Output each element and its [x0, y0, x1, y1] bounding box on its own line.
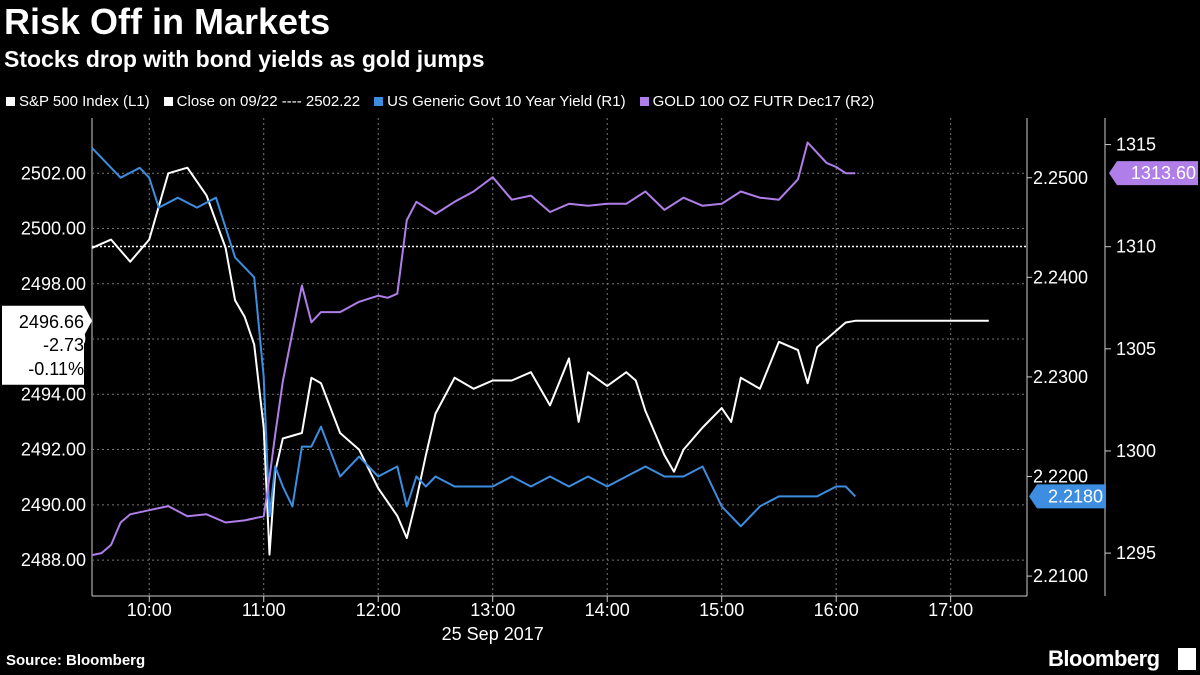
x-tick-label: 12:00 [356, 600, 401, 620]
right1-tick-label: 2.2400 [1033, 267, 1088, 287]
x-tick-label: 17:00 [928, 600, 973, 620]
left-tick-label: 2494.00 [21, 384, 86, 404]
right1-tick-label: 2.2500 [1033, 168, 1088, 188]
left-tick-label: 2500.00 [21, 219, 86, 239]
legend: S&P 500 Index (L1) Close on 09/22 ---- 2… [6, 90, 888, 112]
legend-item-gold: GOLD 100 OZ FUTR Dec17 (R2) [639, 92, 875, 110]
x-axis-label: 25 Sep 2017 [442, 624, 544, 644]
yield-callout-box [1029, 484, 1106, 509]
right1-tick-label: 2.2300 [1033, 367, 1088, 387]
spx-callout-box [2, 305, 92, 385]
spx-callout-pct: -0.11% [28, 359, 84, 379]
left-tick-label: 2498.00 [21, 274, 86, 294]
gold-callout-value: 1313.60 [1131, 163, 1196, 183]
right2-tick-label: 1305 [1116, 339, 1156, 359]
yield-callout-value: 2.2180 [1048, 486, 1103, 506]
gold-line [91, 141, 856, 557]
chart-subtitle: Stocks drop with bond yields as gold jum… [4, 46, 485, 72]
bloomberg-logo-icon [1178, 648, 1196, 670]
chart-title: Risk Off in Markets [4, 1, 331, 42]
legend-label-yield: US Generic Govt 10 Year Yield (R1) [387, 92, 626, 110]
legend-label-close: Close on 09/22 ---- 2502.22 [176, 92, 361, 110]
legend-swatch-gold [639, 96, 649, 106]
bloomberg-logo: Bloomberg [1048, 646, 1160, 671]
right2-tick-label: 1300 [1116, 441, 1156, 461]
spx-line [91, 166, 989, 556]
legend-label-gold: GOLD 100 OZ FUTR Dec17 (R2) [652, 92, 875, 110]
right2-tick-label: 1310 [1116, 237, 1156, 257]
legend-item-spx: S&P 500 Index (L1) [6, 93, 150, 110]
legend-item-close: Close on 09/22 ---- 2502.22 [163, 92, 361, 110]
x-tick-label: 16:00 [814, 600, 859, 620]
right1-tick-label: 2.2200 [1033, 467, 1088, 487]
spx-callout-value: 2496.66 [19, 312, 84, 332]
x-tick-label: 13:00 [470, 600, 515, 620]
right2-tick-label: 1295 [1116, 543, 1156, 563]
x-tick-label: 11:00 [242, 600, 286, 620]
x-tick-label: 14:00 [585, 600, 630, 620]
left-tick-label: 2490.00 [21, 495, 86, 515]
source-note: Source: Bloomberg [6, 652, 146, 669]
left-tick-label: 2488.00 [21, 550, 86, 570]
legend-swatch-spx [6, 96, 15, 106]
x-tick-label: 10:00 [127, 600, 172, 620]
left-tick-label: 2502.00 [21, 163, 86, 183]
spx-callout-change: -2.73 [43, 335, 84, 355]
legend-label-spx: S&P 500 Index (L1) [19, 92, 150, 110]
yield-line [91, 147, 857, 528]
right2-tick-label: 1315 [1116, 135, 1156, 155]
left-tick-label: 2492.00 [21, 440, 86, 460]
legend-swatch-yield [374, 96, 384, 106]
legend-item-yield: US Generic Govt 10 Year Yield (R1) [374, 92, 626, 110]
gold-callout-box [1109, 161, 1198, 186]
right1-tick-label: 2.2100 [1033, 566, 1088, 586]
x-tick-label: 15:00 [699, 600, 744, 620]
legend-swatch-close [163, 96, 173, 106]
